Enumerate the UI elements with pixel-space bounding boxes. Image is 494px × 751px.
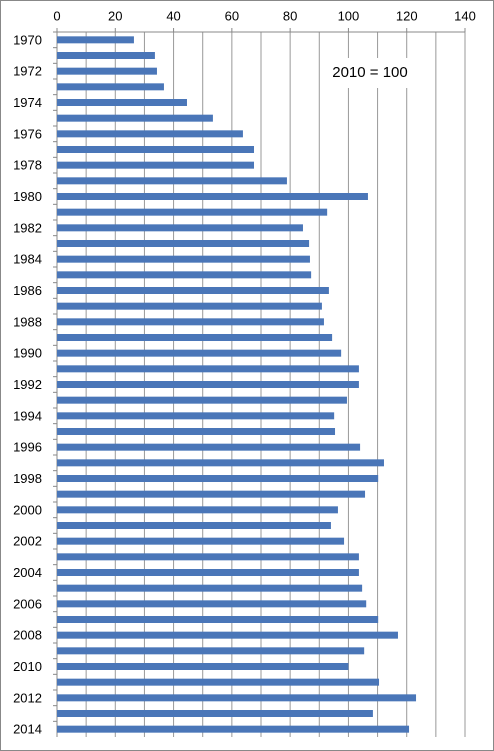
y-tick-label: 1992 (13, 377, 42, 392)
bar (57, 255, 310, 263)
annotation: 2010 = 100 (332, 64, 408, 81)
x-tick-label: 20 (108, 8, 122, 23)
y-tick-label: 2012 (13, 690, 42, 705)
bar (57, 616, 379, 623)
y-tick-label: 1974 (13, 95, 42, 110)
bar (57, 52, 155, 59)
bar (57, 678, 380, 686)
y-tick-label: 1998 (13, 471, 42, 486)
x-tick-label: 120 (396, 8, 418, 23)
bar (57, 146, 255, 153)
y-tick-label: 2004 (13, 565, 42, 580)
y-tick-label: 1986 (13, 283, 42, 298)
bar (57, 396, 347, 404)
y-tick-label: 1996 (13, 440, 42, 455)
bar (57, 631, 398, 639)
bar (57, 443, 361, 451)
y-tick-label: 1984 (13, 252, 42, 267)
bar (57, 584, 363, 592)
bar (57, 240, 310, 247)
y-tick-label: 1990 (13, 346, 42, 361)
bar (57, 710, 373, 717)
bar (57, 663, 349, 670)
bar (57, 83, 164, 91)
bar (57, 302, 322, 310)
x-tick-label: 0 (53, 8, 60, 23)
bar (57, 506, 338, 514)
bar (57, 522, 331, 529)
bar (57, 271, 312, 279)
y-tick-label: 1970 (13, 32, 42, 47)
y-tick-label: 1982 (13, 220, 42, 235)
bar (57, 193, 368, 200)
bar (57, 349, 342, 357)
x-tick-label: 100 (338, 8, 360, 23)
y-tick-label: 2008 (13, 628, 42, 643)
bar (57, 490, 366, 498)
bar (57, 99, 187, 106)
y-tick-label: 1976 (13, 126, 42, 141)
bar (57, 130, 243, 138)
x-tick-label: 80 (283, 8, 297, 23)
bar (57, 600, 367, 608)
bar (57, 475, 379, 482)
x-tick-label: 40 (166, 8, 180, 23)
bar (57, 412, 335, 420)
y-tick-label: 1994 (13, 408, 42, 423)
bar (57, 224, 303, 232)
y-tick-label: 1980 (13, 189, 42, 204)
bar (57, 36, 134, 44)
bar (57, 428, 336, 435)
y-tick-label: 2010 (13, 659, 42, 674)
bar (57, 537, 345, 545)
bar (57, 553, 359, 561)
annotation-box (322, 58, 418, 88)
bar (57, 67, 157, 75)
bar (57, 208, 328, 216)
bar (57, 647, 365, 655)
bar (57, 318, 324, 326)
bar (57, 114, 213, 122)
bar (57, 287, 329, 294)
x-tick-label: 60 (225, 8, 239, 23)
bar (57, 334, 333, 341)
bar (57, 725, 410, 733)
y-tick-label: 2014 (13, 722, 42, 737)
bar (57, 381, 359, 388)
bar (57, 177, 287, 185)
y-tick-label: 2000 (13, 502, 42, 517)
bar (57, 459, 384, 467)
y-tick-label: 2006 (13, 596, 42, 611)
bar (57, 569, 359, 576)
bar (57, 161, 255, 169)
bar (57, 694, 417, 702)
bar (57, 365, 359, 373)
y-tick-label: 1972 (13, 64, 42, 79)
x-tick-label: 140 (454, 8, 476, 23)
y-tick-label: 1988 (13, 314, 42, 329)
y-tick-label: 2002 (13, 534, 42, 549)
y-tick-label: 1978 (13, 158, 42, 173)
